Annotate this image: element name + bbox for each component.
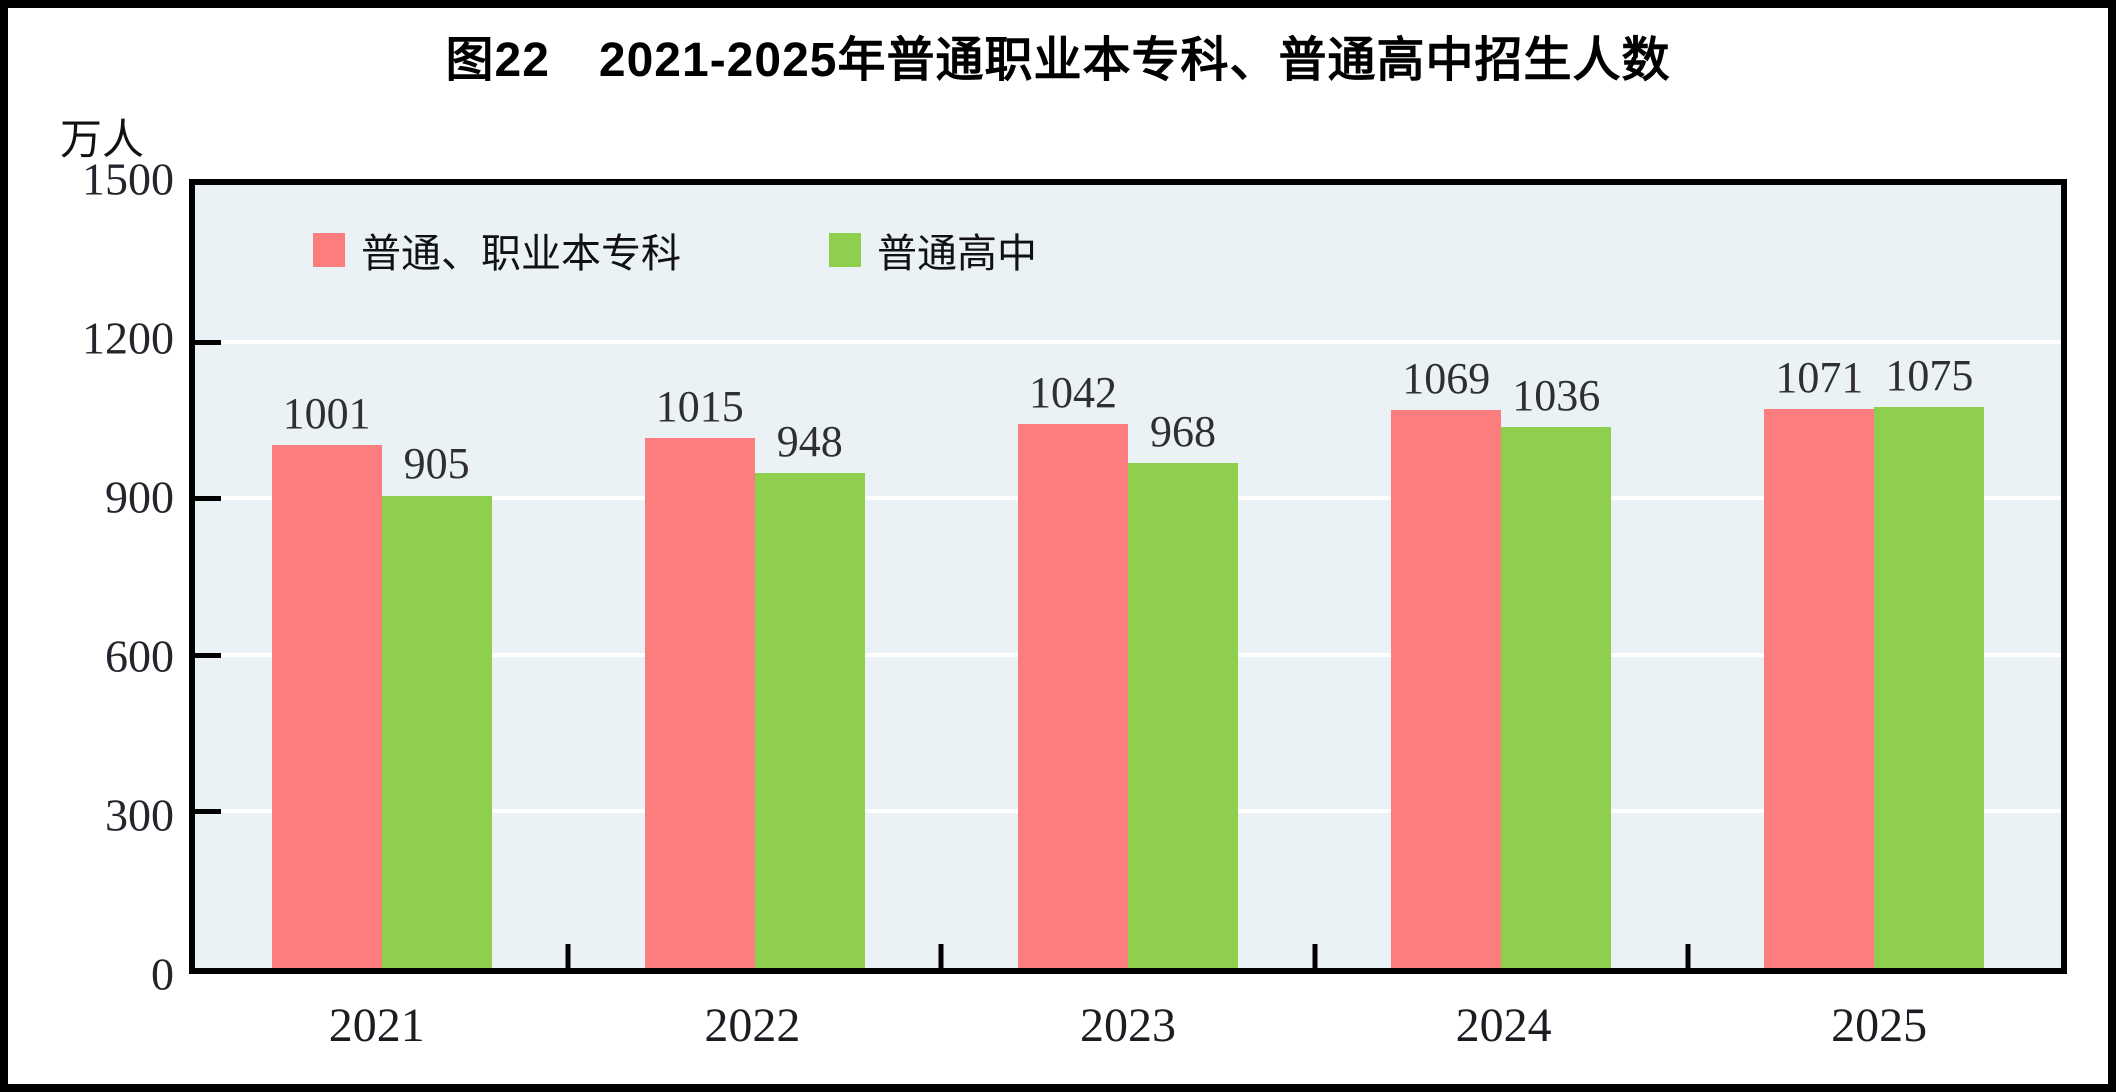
bar-group: 1071 1075 [1688,185,2061,968]
bar-column: 968 [1128,185,1238,968]
y-axis-unit-label: 万人 [60,118,145,164]
bar-value-label: 1036 [1512,371,1601,421]
y-tick-label: 900 [105,471,174,523]
legend-swatch-green [829,233,861,267]
bar-column: 1015 [644,185,755,968]
y-tick-label: 1500 [82,153,174,205]
legend-swatch-red [313,233,345,267]
bar-column: 948 [754,185,865,968]
y-tick-label: 1200 [82,312,174,364]
y-tick-label: 600 [105,630,174,682]
y-tick [195,809,221,815]
plot-area: 普通、职业本专科 普通高中 1001 905 1015 948 1042 968 1069 1… [189,179,2067,974]
x-category-label: 2021 [328,999,425,1052]
x-category-label: 2022 [704,999,801,1052]
grid-line [195,339,2061,344]
y-tick [195,652,221,658]
legend: 普通、职业本专科 普通高中 [313,221,1037,279]
chart-title: 图22 2021-2025年普通职业本专科、普通高中招生人数 [445,34,1671,87]
bar-group: 1042 968 [941,185,1314,968]
bar-value-label: 1015 [655,381,744,431]
bar-value-label: 1071 [1775,352,1864,402]
y-tick-label: 300 [105,789,174,841]
x-category-label: 2024 [1455,999,1552,1052]
y-tick [195,339,221,345]
x-tick [1312,944,1318,968]
bar-series-2 [1128,462,1238,968]
y-tick-label: 0 [151,948,174,1000]
x-category-label: 2023 [1079,999,1176,1052]
bar-value-label: 905 [403,439,470,489]
y-tick [195,496,221,502]
bar-value-label: 948 [776,416,843,466]
bar-series-1 [1018,424,1128,968]
bar-series-1 [1764,408,1875,968]
bar-column: 1001 [271,185,382,968]
bar-value-label: 968 [1150,406,1216,456]
bar-column: 1042 [1018,185,1128,968]
bars-layer: 1001 905 1015 948 1042 968 1069 1036 1071 1075 [195,185,2061,968]
legend-item-series-2: 普通高中 [829,221,1037,279]
bar-value-label: 1042 [1029,367,1117,417]
x-tick [1685,944,1691,968]
bar-series-1 [271,445,382,968]
bar-group: 1069 1036 [1315,185,1688,968]
bar-series-2 [381,495,492,968]
x-axis: 2021 2022 2023 2024 2025 [189,998,2067,1053]
x-tick [938,944,944,968]
bar-column: 1036 [1501,185,1612,968]
bar-value-label: 1075 [1885,350,1974,400]
bar-column: 1071 [1764,185,1875,968]
bar-series-2 [754,473,865,968]
bar-value-label: 1069 [1402,353,1491,403]
bar-column: 1075 [1874,185,1985,968]
bar-value-label: 1001 [282,389,371,439]
legend-label-series-1: 普通、职业本专科 [361,231,681,276]
bar-group: 1001 905 [195,185,568,968]
legend-item-series-1: 普通、职业本专科 [313,221,681,279]
x-category-label: 2025 [1831,999,1928,1052]
bar-series-2 [1501,427,1612,968]
bar-series-1 [644,438,755,968]
x-tick [565,944,571,968]
bar-group: 1015 948 [568,185,941,968]
bar-column: 1069 [1391,185,1502,968]
bar-column: 905 [381,185,492,968]
bar-series-1 [1391,409,1502,968]
y-axis: 0 300 600 900 1200 1500 [8,154,176,1000]
legend-label-series-2: 普通高中 [877,231,1037,276]
bar-series-2 [1874,406,1985,968]
